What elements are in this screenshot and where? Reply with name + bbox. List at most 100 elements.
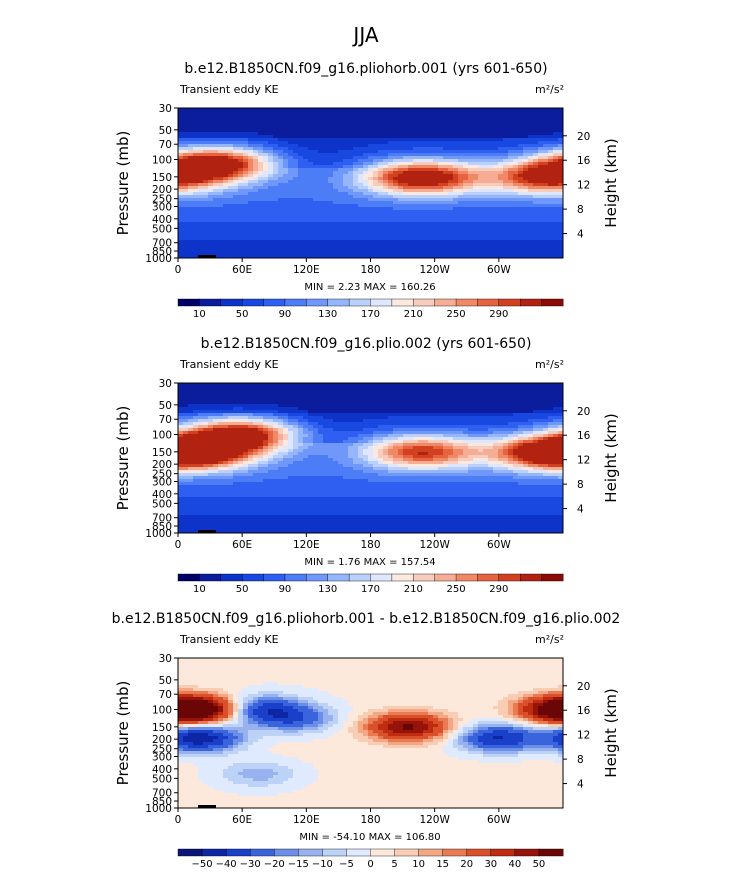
panel-title: b.e12.B1850CN.f09_g16.pliohorb.001 (yrs … — [184, 61, 547, 77]
height-tick-label: 16 — [577, 430, 591, 442]
variable-label: Transient eddy KE — [179, 83, 279, 96]
y-tick-label: 70 — [159, 414, 172, 426]
y-tick-label: 100 — [152, 155, 172, 167]
x-tick-label: 180 — [360, 264, 380, 276]
colorbar-swatch — [250, 849, 274, 856]
colorbar-swatch — [298, 849, 322, 856]
y-axis-label: Pressure (mb) — [114, 131, 132, 236]
colorbar-swatch — [542, 299, 564, 306]
colorbar-swatch — [328, 299, 350, 306]
colorbar-label: 50 — [533, 859, 546, 870]
height-tick-label: 12 — [577, 730, 590, 742]
x-tick-label: 120E — [293, 814, 320, 826]
height-tick-label: 4 — [577, 229, 584, 241]
units-label: m²/s² — [535, 633, 564, 646]
height-tick-label: 4 — [577, 779, 584, 791]
colorbar-swatch — [520, 299, 542, 306]
y-tick-label: 50 — [159, 400, 172, 412]
height-tick-label: 20 — [577, 681, 590, 693]
colorbar-swatch — [435, 574, 457, 581]
colorbar-label: −20 — [264, 859, 285, 870]
y-tick-label: 300 — [152, 201, 172, 213]
colorbar-swatch — [242, 574, 264, 581]
colorbar-label: −30 — [240, 859, 261, 870]
colorbar-swatch — [226, 849, 250, 856]
y-tick-label: 100 — [152, 430, 172, 442]
y-axis-label-right: Height (km) — [602, 138, 620, 227]
colorbar-swatch — [499, 299, 521, 306]
colorbar-swatch — [178, 849, 202, 856]
x-tick-label: 0 — [175, 539, 182, 551]
y-axis-label: Pressure (mb) — [114, 681, 132, 786]
variable-label: Transient eddy KE — [179, 358, 279, 371]
x-tick-label: 60W — [487, 264, 511, 276]
height-tick-label: 20 — [577, 406, 590, 418]
colorbar-swatch — [199, 574, 221, 581]
y-tick-label: 500 — [152, 773, 172, 785]
x-tick-label: 120W — [419, 539, 450, 551]
y-tick-label: 150 — [152, 172, 172, 184]
colorbar-swatch — [435, 299, 457, 306]
min-max-text: MIN = 2.23 MAX = 160.26 — [304, 282, 435, 293]
colorbar-label: 290 — [489, 309, 508, 320]
x-tick-label: 60W — [487, 814, 511, 826]
colorbar-label: 10 — [193, 309, 206, 320]
y-tick-label: 300 — [152, 751, 172, 763]
colorbar-label: −50 — [192, 859, 213, 870]
colorbar-label: 130 — [318, 309, 337, 320]
units-label: m²/s² — [535, 358, 564, 371]
colorbar-label: 90 — [279, 309, 292, 320]
colorbar-swatch — [221, 574, 243, 581]
colorbar-label: 40 — [509, 859, 522, 870]
colorbar-swatch — [443, 849, 467, 856]
y-tick-label: 30 — [159, 378, 172, 390]
x-tick-label: 0 — [175, 264, 182, 276]
colorbar-label: 15 — [436, 859, 449, 870]
y-tick-label: 1000 — [145, 803, 172, 815]
colorbar-swatch — [202, 849, 226, 856]
colorbar-label: −40 — [216, 859, 237, 870]
colorbar-label: −10 — [312, 859, 333, 870]
panel-2: b.e12.B1850CN.f09_g16.plio.002 (yrs 601-… — [114, 336, 620, 595]
y-tick-label: 50 — [159, 675, 172, 687]
panel-1: b.e12.B1850CN.f09_g16.pliohorb.001 (yrs … — [114, 61, 620, 320]
colorbar-swatch — [221, 299, 243, 306]
colorbar-swatch — [499, 574, 521, 581]
units-label: m²/s² — [535, 83, 564, 96]
y-tick-label: 100 — [152, 705, 172, 717]
x-tick-label: 180 — [360, 539, 380, 551]
colorbar-label: 170 — [361, 309, 380, 320]
y-tick-label: 30 — [159, 103, 172, 115]
colorbar-swatch — [542, 574, 564, 581]
colorbar-label: 290 — [489, 584, 508, 595]
colorbar-label: 10 — [193, 584, 206, 595]
colorbar-label: 10 — [412, 859, 425, 870]
colorbar-label: 90 — [279, 584, 292, 595]
colorbar-label: −5 — [339, 859, 354, 870]
y-tick-label: 70 — [159, 689, 172, 701]
y-tick-label: 500 — [152, 223, 172, 235]
panel-title: b.e12.B1850CN.f09_g16.plio.002 (yrs 601-… — [201, 336, 532, 352]
colorbar-swatch — [419, 849, 443, 856]
y-axis-label: Pressure (mb) — [114, 406, 132, 511]
x-tick-label: 120E — [293, 264, 320, 276]
colorbar-swatch — [515, 849, 539, 856]
contour-field — [178, 383, 563, 533]
colorbar-label: 0 — [367, 859, 373, 870]
height-tick-label: 8 — [577, 204, 584, 216]
colorbar-label: 170 — [361, 584, 380, 595]
variable-label: Transient eddy KE — [179, 633, 279, 646]
y-tick-label: 150 — [152, 722, 172, 734]
height-tick-label: 8 — [577, 754, 584, 766]
colorbar-swatch — [392, 574, 414, 581]
x-tick-label: 60W — [487, 539, 511, 551]
panel-title: b.e12.B1850CN.f09_g16.pliohorb.001 - b.e… — [112, 611, 621, 627]
y-tick-label: 50 — [159, 125, 172, 137]
height-tick-label: 8 — [577, 479, 584, 491]
height-tick-label: 12 — [577, 455, 590, 467]
colorbar-swatch — [395, 849, 419, 856]
y-tick-label: 1000 — [145, 253, 172, 265]
colorbar-label: −15 — [288, 859, 309, 870]
